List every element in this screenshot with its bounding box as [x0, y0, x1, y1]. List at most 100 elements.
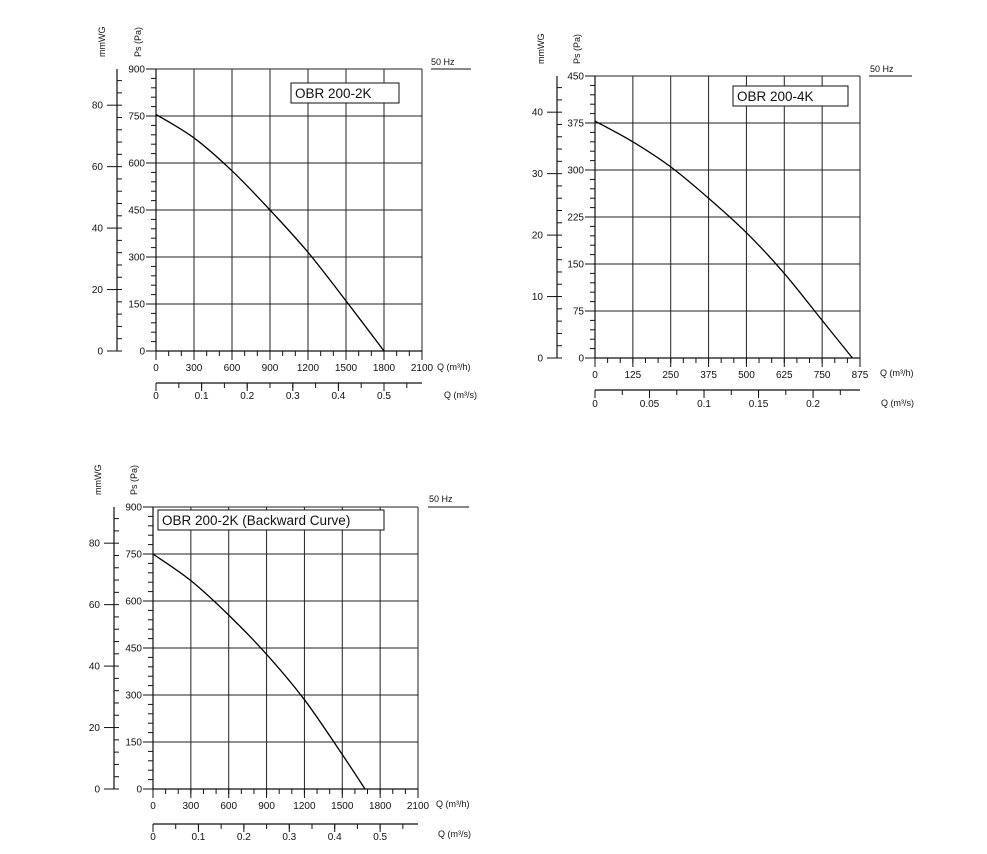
- x-tick-label: 125: [625, 370, 642, 381]
- x-tick-label: 2100: [411, 363, 434, 374]
- chart-3: 0 150 300 450 600 750 900 0 20 40 60 80 mmWG Ps (Pa) 0…: [89, 465, 471, 844]
- frequency-label: 50 Hz: [429, 494, 453, 504]
- pa-axis-title: Ps (Pa): [572, 34, 582, 64]
- mmwg-tick-label: 20: [92, 285, 104, 296]
- mmwg-tick-label: 60: [92, 162, 104, 173]
- x2-axis-title: Q (m³/s): [438, 829, 471, 839]
- x-tick-label: 300: [186, 363, 203, 374]
- mmwg-tick-label: 40: [89, 662, 101, 673]
- x2-tick-label: 0.5: [377, 391, 391, 402]
- y-tick-label: 450: [128, 206, 145, 217]
- mmwg-tick-label: 0: [94, 785, 100, 796]
- x2-tick-label: 0.3: [286, 391, 300, 402]
- x-tick-label: 1200: [293, 801, 316, 812]
- x-tick-label: 500: [738, 370, 755, 381]
- mmwg-tick-label: 40: [532, 108, 544, 119]
- x2-tick-label: 0.05: [640, 399, 660, 410]
- x-tick-label: 1800: [373, 363, 396, 374]
- chart-2: 0 75 150 225 300 375 450 0 10 20 30 40 mmWG Ps (Pa) 0 1…: [532, 34, 914, 411]
- mmwg-tick-label: 10: [532, 292, 544, 303]
- y-tick-label: 450: [567, 72, 584, 83]
- y-tick-label: 450: [125, 644, 142, 655]
- frequency-label: 50 Hz: [431, 57, 455, 67]
- y-tick-label: 0: [136, 785, 142, 796]
- y-tick-label: 150: [567, 260, 584, 271]
- x-axis-title: Q (m³/h): [437, 362, 471, 372]
- chart-title: OBR 200-4K: [737, 89, 814, 104]
- x2-tick-label: 0.4: [328, 832, 342, 843]
- x2-tick-label: 0.1: [191, 832, 205, 843]
- x-tick-label: 250: [662, 370, 679, 381]
- y-tick-label: 75: [573, 307, 585, 318]
- title-box: [157, 509, 385, 531]
- y-tick-label: 225: [567, 213, 584, 224]
- x-tick-label: 300: [183, 801, 200, 812]
- x2-tick-label: 0.2: [237, 832, 251, 843]
- y-tick-label: 150: [128, 300, 145, 311]
- mmwg-tick-label: 0: [537, 354, 543, 365]
- x-tick-label: 2100: [407, 801, 430, 812]
- mmwg-tick-label: 80: [89, 539, 101, 550]
- x-tick-label: 600: [220, 801, 237, 812]
- x-tick-label: 875: [852, 370, 869, 381]
- x2-tick-label: 0: [592, 399, 598, 410]
- y-tick-label: 300: [128, 253, 145, 264]
- x2-tick-label: 0.5: [373, 832, 387, 843]
- x2-tick-label: 0.3: [282, 832, 296, 843]
- y-tick-label: 600: [128, 159, 145, 170]
- x2-tick-label: 0: [153, 391, 159, 402]
- mmwg-axis-title: mmWG: [93, 465, 103, 496]
- x-tick-label: 1500: [335, 363, 358, 374]
- pa-axis-title: Ps (Pa): [133, 27, 143, 57]
- x2-tick-label: 0.4: [331, 391, 345, 402]
- x-tick-label: 625: [776, 370, 793, 381]
- mmwg-tick-label: 60: [89, 600, 101, 611]
- x-tick-label: 1500: [331, 801, 354, 812]
- x-tick-label: 600: [224, 363, 241, 374]
- mmwg-tick-label: 40: [92, 224, 104, 235]
- y-tick-label: 750: [125, 550, 142, 561]
- y-tick-label: 750: [128, 112, 145, 123]
- x-tick-label: 1200: [297, 363, 320, 374]
- x2-tick-label: 0.1: [697, 399, 711, 410]
- x2-tick-label: 0.2: [240, 391, 254, 402]
- y-tick-label: 0: [139, 347, 145, 358]
- fan-curve-line: [594, 120, 853, 359]
- x2-axis-title: Q (m³/s): [881, 398, 914, 408]
- y-tick-label: 375: [567, 119, 584, 130]
- x-axis-title: Q (m³/h): [436, 799, 470, 809]
- x-tick-label: 750: [814, 370, 831, 381]
- mmwg-axis-title: mmWG: [536, 34, 546, 65]
- y-tick-label: 300: [125, 691, 142, 702]
- x-tick-label: 0: [150, 801, 156, 812]
- y-tick-label: 600: [125, 597, 142, 608]
- fan-curve-line: [155, 113, 385, 352]
- mmwg-tick-label: 20: [89, 723, 101, 734]
- x-tick-label: 1800: [369, 801, 392, 812]
- x-tick-label: 900: [262, 363, 279, 374]
- x2-tick-label: 0.1: [195, 391, 209, 402]
- y-tick-label: 150: [125, 738, 142, 749]
- x-tick-label: 375: [700, 370, 717, 381]
- mmwg-axis-title: mmWG: [97, 27, 107, 58]
- y-tick-label: 300: [567, 166, 584, 177]
- y-tick-label: 900: [125, 503, 142, 514]
- mmwg-tick-label: 20: [532, 231, 544, 242]
- x2-axis-title: Q (m³/s): [444, 390, 477, 400]
- fan-curve-line: [152, 553, 366, 790]
- title-box: [290, 82, 400, 104]
- x-axis-title: Q (m³/h): [880, 368, 914, 378]
- x2-tick-label: 0: [150, 832, 156, 843]
- frequency-label: 50 Hz: [870, 64, 894, 74]
- mmwg-tick-label: 80: [92, 101, 104, 112]
- x2-tick-label: 0.15: [749, 399, 769, 410]
- x-tick-label: 0: [153, 363, 159, 374]
- mmwg-tick-label: 0: [97, 347, 103, 358]
- y-tick-label: 900: [128, 65, 145, 76]
- pa-axis-title: Ps (Pa): [129, 465, 139, 495]
- title-box: [732, 85, 849, 107]
- chart-title: OBR 200-2K: [295, 86, 372, 101]
- x-tick-label: 900: [258, 801, 275, 812]
- y-tick-label: 0: [578, 354, 584, 365]
